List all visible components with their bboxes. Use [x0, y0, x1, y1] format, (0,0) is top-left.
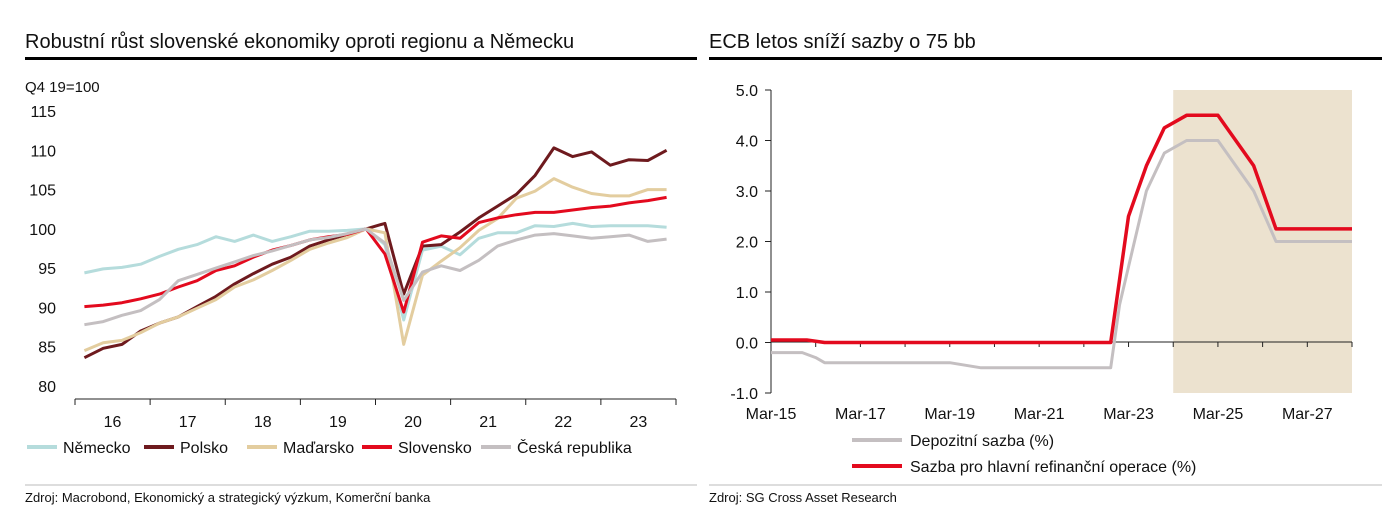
right-x-tick-label: Mar-19 [924, 406, 975, 423]
left-x-tick-label: 22 [554, 414, 572, 431]
left-y-tick-label: 85 [38, 340, 56, 357]
right-y-tick-label: 0.0 [736, 336, 758, 353]
series-line-depozitni-sazba [771, 139, 1352, 370]
left-y-tick-label: 105 [29, 183, 56, 200]
left-title-rule [25, 57, 697, 60]
right-x-tick-label: Mar-23 [1103, 406, 1154, 423]
left-y-tick-label: 95 [38, 261, 56, 278]
left-chart: Robustní růst slovenské ekonomiky oproti… [25, 31, 697, 505]
right-y-tick-label: 5.0 [736, 83, 758, 100]
legend-label-madarsko: Maďarsko [283, 440, 354, 457]
legend-label-ceska-republika: Česká republika [517, 438, 632, 457]
right-x-tick-label: Mar-27 [1282, 406, 1333, 423]
right-source-note: Zdroj: SG Cross Asset Research [709, 490, 897, 505]
right-x-tick-labels: Mar-15 Mar-17 Mar-19 Mar-21 Mar-23 Mar-25 Mar-… [746, 342, 1353, 423]
legend-label-nemecko: Německo [63, 440, 131, 457]
right-y-tick-label: 3.0 [736, 184, 758, 201]
left-x-tick-label: 20 [404, 414, 422, 431]
right-y-tick-label: 1.0 [736, 285, 758, 302]
left-y-tick-label: 90 [38, 300, 56, 317]
right-title-rule [709, 57, 1382, 60]
series-line-sazba-pro-hlavni-refinancni-operace [771, 113, 1352, 345]
right-x-tick-label: Mar-25 [1193, 406, 1244, 423]
series-line-slovensko [84, 195, 667, 314]
right-y-tick-label: 2.0 [736, 235, 758, 252]
left-x-tick-label: 16 [104, 414, 122, 431]
left-y-tick-label: 110 [30, 143, 56, 160]
left-x-tick-label: 19 [329, 414, 347, 431]
series-line-ceska-republika [84, 227, 667, 327]
legend-label-depozitni-sazba: Depozitní sazba (%) [910, 433, 1054, 450]
left-legend: Německo Polsko Maďarsko Slovensko Česká repu… [27, 438, 632, 457]
left-series-lines [83, 146, 668, 360]
left-chart-title: Robustní růst slovenské ekonomiky oproti… [25, 31, 574, 53]
right-y-tick-label: -1.0 [730, 386, 758, 403]
right-chart-title: ECB letos sníží sazby o 75 bb [709, 31, 976, 53]
right-y-tick-label: 4.0 [736, 134, 758, 151]
series-line-madarsko [83, 177, 667, 352]
left-y-tick-labels: 80 85 90 95 100 105 110 115 [29, 104, 56, 396]
right-x-tick-label: Mar-21 [1014, 406, 1065, 423]
right-chart: ECB letos sníží sazby o 75 bb -1.0 0.0 1.0… [709, 31, 1382, 505]
left-x-tick-label: 21 [479, 414, 497, 431]
right-x-tick-label: Mar-15 [746, 406, 797, 423]
right-x-tick-label: Mar-17 [835, 406, 886, 423]
right-legend: Depozitní sazba (%) Sazba pro hlavní refi… [852, 433, 1196, 476]
left-x-tick-label: 18 [254, 414, 272, 431]
left-y-axis-unit: Q4 19=100 [25, 79, 100, 96]
legend-label-slovensko: Slovensko [398, 440, 472, 457]
right-y-ticks: -1.0 0.0 1.0 2.0 3.0 4.0 5.0 [730, 83, 771, 403]
left-y-tick-label: 80 [38, 379, 56, 396]
left-source-note: Zdroj: Macrobond, Ekonomický a strategic… [25, 490, 431, 505]
left-x-ticks: 16 17 18 19 20 21 22 23 [74, 399, 677, 431]
legend-label-polsko: Polsko [180, 440, 228, 457]
left-x-tick-label: 17 [179, 414, 197, 431]
left-y-tick-label: 100 [29, 222, 56, 239]
left-y-tick-label: 115 [30, 104, 56, 121]
legend-label-sazba-pro-hlavni-refinancni-operace: Sazba pro hlavní refinanční operace (%) [910, 459, 1196, 476]
left-x-tick-label: 23 [630, 414, 648, 431]
right-series-lines [771, 113, 1352, 370]
